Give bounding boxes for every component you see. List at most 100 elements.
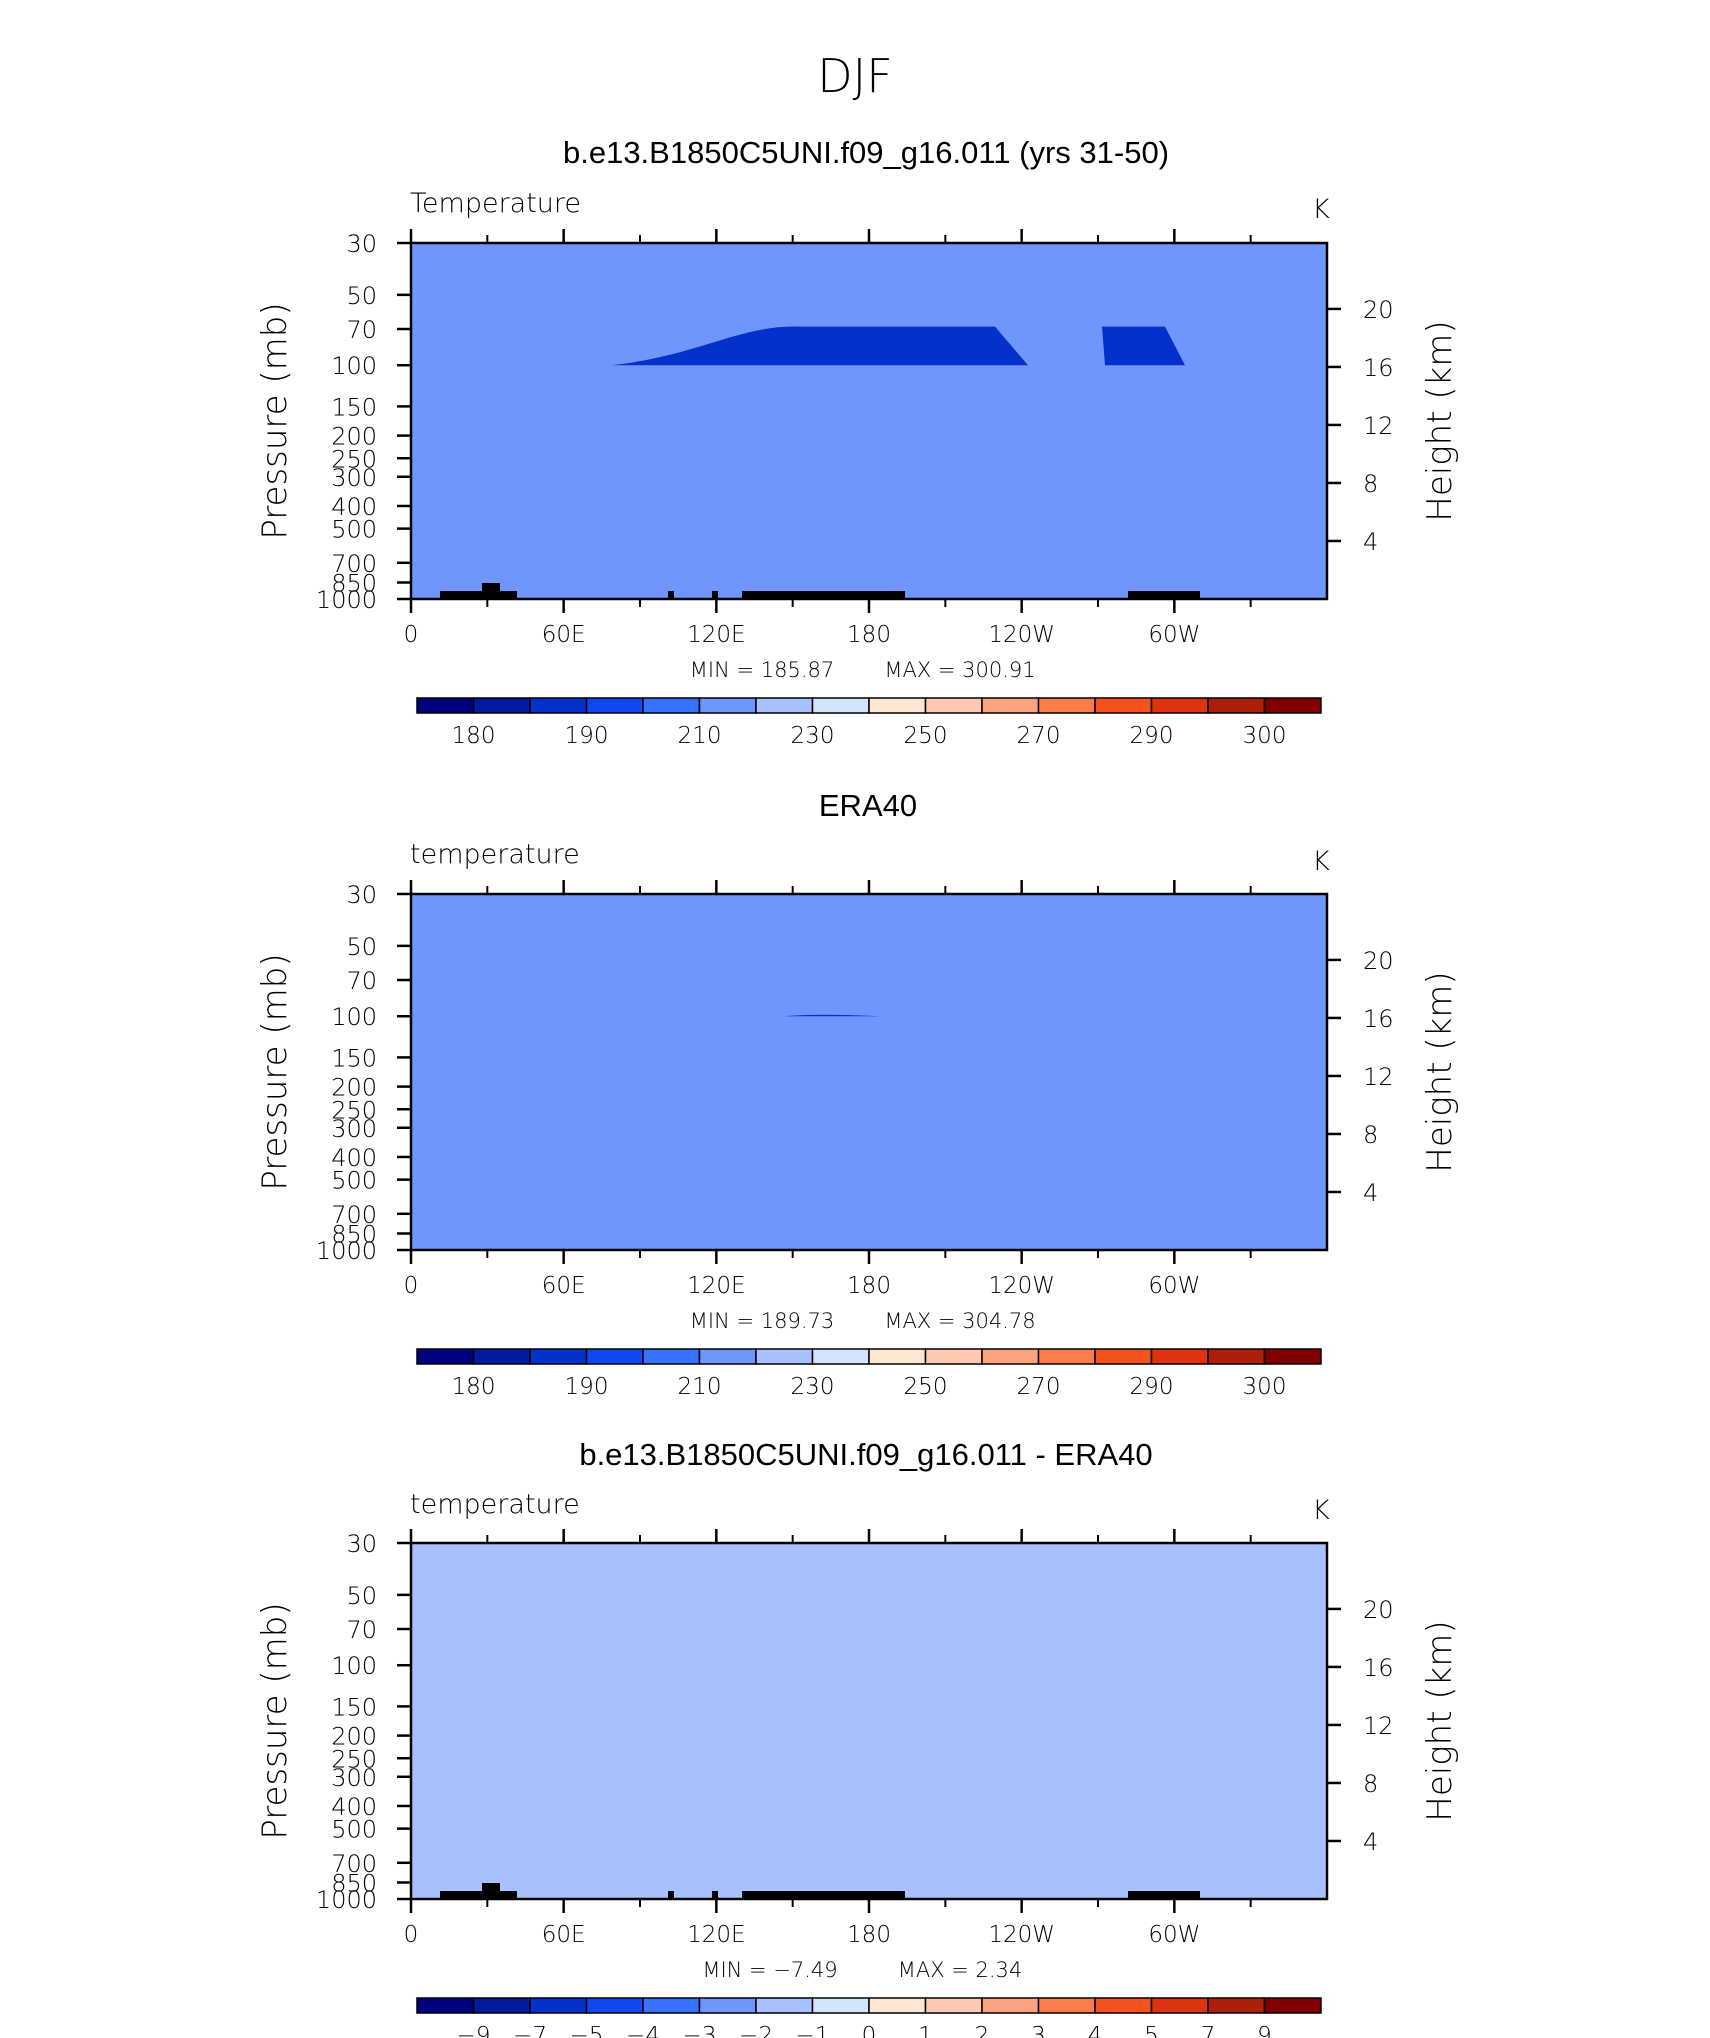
panel-1-plot: 0 60E 120E 180 120W 60W3050701001502002503004… [316,229,1394,648]
y-right-tick-label: 8 [1363,1770,1378,1798]
x-tick-label: 60E [542,622,586,648]
colorbar-label: 7 [1201,2023,1216,2038]
colorbar-box [585,1348,644,1365]
page-title: DJF [817,49,892,103]
colorbar-label: 250 [904,1374,948,1400]
y-tick-label: 50 [346,933,377,961]
colorbar-box [811,1348,870,1365]
colorbar-label: 210 [678,1374,722,1400]
colorbar-label: 290 [1130,1374,1174,1400]
colorbar-box [924,1348,983,1365]
x-tick-label: 60W [1148,622,1200,648]
colorbar-box [529,1997,588,2014]
y-tick-label: 100 [331,1652,377,1680]
y-tick-label: 250 [331,1096,377,1124]
panel-2-title: ERA40 [819,788,917,823]
topography [440,591,490,599]
y-tick-label: 200 [331,1074,377,1102]
y-right-tick-label: 4 [1363,1179,1378,1207]
colorbar-box [868,1348,927,1365]
panel-3-field [411,1543,1327,1899]
x-tick-label: 120E [687,1273,745,1299]
panel-3: b.e13.B1850C5UNI.f09_g16.011 - ERA40 tem… [255,1437,1460,2038]
topography [1128,1891,1200,1899]
panel-2-min: MIN = 189.73 [690,1309,834,1333]
colorbar-box [1263,697,1322,714]
colorbar-label: −1 [796,2023,830,2038]
x-tick-label: 60W [1148,1273,1200,1299]
panel-2-max: MAX = 304.78 [884,1309,1035,1333]
panel-2-ylabel-right: Height (km) [1420,971,1460,1172]
y-tick-label: 700 [331,550,377,578]
colorbar-label: 290 [1130,723,1174,749]
panel-1-colorbar: 180 190 210 230 250 270 290 300 [416,697,1322,749]
x-tick-label: 60E [542,1273,586,1299]
y-right-tick-label: 20 [1363,296,1394,324]
colorbar-box [868,697,927,714]
panel-1-min: MIN = 185.87 [690,658,834,682]
colorbar-box [529,1348,588,1365]
y-tick-label: 500 [331,1167,377,1195]
colorbar-label: −5 [570,2023,604,2038]
cold-pool [612,326,1028,366]
y-tick-label: 250 [331,1745,377,1773]
topography [742,1891,905,1899]
panel-3-left-label: temperature [410,1489,580,1520]
y-tick-label: 50 [346,282,377,310]
diff-region [411,1543,1327,1883]
y-tick-label: 250 [331,445,377,473]
colorbar-box [981,1348,1040,1365]
y-right-tick-label: 16 [1363,1005,1394,1033]
colorbar-box [1263,1348,1322,1365]
y-right-tick-label: 8 [1363,1121,1378,1149]
y-right-tick-label: 8 [1363,470,1378,498]
y-right-tick-label: 16 [1363,354,1394,382]
colorbar-label: −9 [457,2023,491,2038]
y-tick-label: 1000 [316,1886,377,1914]
panel-1-ylabel: Pressure (mb) [255,302,295,539]
colorbar-box [529,697,588,714]
colorbar-box [924,697,983,714]
topography [490,1891,517,1899]
y-right-tick-label: 12 [1363,1063,1394,1091]
x-tick-label: 180 [847,1273,891,1299]
colorbar-label: 250 [904,723,948,749]
y-tick-label: 150 [331,1044,377,1072]
y-right-tick-label: 16 [1363,1654,1394,1682]
panel-3-unit: K [1312,1495,1330,1526]
y-tick-label: 300 [331,1764,377,1792]
colorbar-box [1094,1348,1153,1365]
colorbar-box [698,1997,757,2014]
y-tick-label: 30 [346,1530,377,1558]
panel-2-plot: 0 60E 120E 180 120W 60W3050701001502002503004… [316,880,1394,1299]
colorbar-box [1094,697,1153,714]
colorbar-label: 270 [1017,723,1061,749]
colorbar-label: −3 [683,2023,717,2038]
panel-1: b.e13.B1850C5UNI.f09_g16.011 (yrs 31-50)… [255,135,1460,749]
topography [668,591,674,599]
y-tick-label: 50 [346,1582,377,1610]
colorbar-box [416,697,475,714]
colorbar-box [1207,1997,1266,2014]
colorbar-box [642,1348,701,1365]
x-tick-label: 60W [1148,1922,1200,1948]
colorbar-box [811,1997,870,2014]
colorbar-box [1207,1348,1266,1365]
colorbar-label: 190 [565,1374,609,1400]
colorbar-label: 5 [1144,2023,1159,2038]
topography [1128,591,1200,599]
colorbar-box [1094,1997,1153,2014]
y-tick-label: 1000 [316,1237,377,1265]
y-tick-label: 400 [331,493,377,521]
y-tick-label: 500 [331,1816,377,1844]
colorbar-box [416,1348,475,1365]
panel-2-colorbar: 180 190 210 230 250 270 290 300 [416,1348,1322,1400]
y-tick-label: 150 [331,393,377,421]
cold-pool [785,1014,880,1017]
topography [668,1891,674,1899]
x-tick-label: 180 [847,622,891,648]
x-tick-label: 120W [988,1273,1055,1299]
colorbar-box [1037,1997,1096,2014]
colorbar-box [981,697,1040,714]
